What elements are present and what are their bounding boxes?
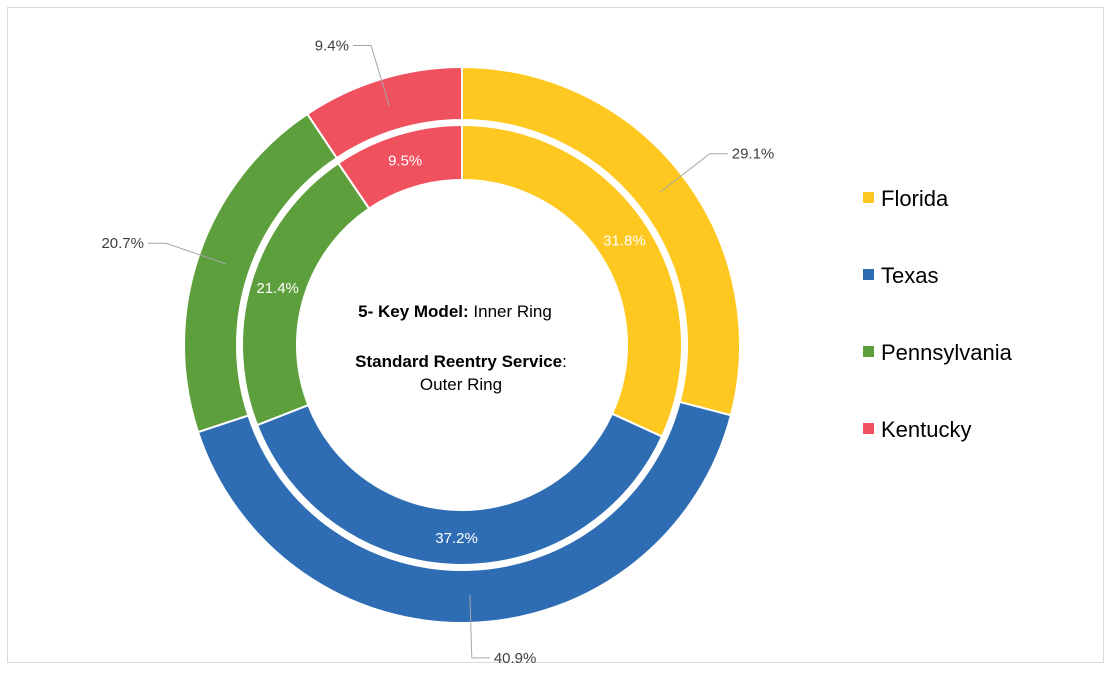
outer-label-pennsylvania: 20.7% xyxy=(101,235,144,252)
legend-label-pennsylvania: Pennsylvania xyxy=(881,340,1013,365)
legend-label-texas: Texas xyxy=(881,263,938,288)
legend-swatch-pennsylvania xyxy=(863,346,874,357)
legend-label-florida: Florida xyxy=(881,186,949,211)
center-line-1-rest: Inner Ring xyxy=(469,302,552,321)
inner-label-pennsylvania: 21.4% xyxy=(256,280,299,297)
center-line-1: 5- Key Model: Inner Ring xyxy=(358,302,552,321)
legend: Florida Texas Pennsylvania Kentucky xyxy=(863,186,1013,442)
outer-label-kentucky: 9.4% xyxy=(315,38,349,55)
legend-swatch-texas xyxy=(863,269,874,280)
leader-line-kentucky xyxy=(352,45,390,106)
center-line-2-bold: Standard Reentry Service xyxy=(355,352,562,371)
leader-line-texas xyxy=(469,594,490,659)
legend-swatch-kentucky xyxy=(863,423,874,434)
legend-swatch-florida xyxy=(863,192,874,203)
inner-slice-kentucky xyxy=(336,123,463,210)
center-line-2: Standard Reentry Service: xyxy=(355,352,567,371)
outer-label-texas: 40.9% xyxy=(494,650,537,667)
leader-line-florida xyxy=(659,153,728,193)
legend-label-kentucky: Kentucky xyxy=(881,417,972,442)
center-line-1-bold: 5- Key Model: xyxy=(358,302,469,321)
inner-label-florida: 31.8% xyxy=(603,233,646,250)
inner-label-texas: 37.2% xyxy=(435,530,478,547)
outer-slice-kentucky xyxy=(305,65,463,160)
outer-label-florida: 29.1% xyxy=(732,146,775,163)
leader-line-pennsylvania xyxy=(148,242,226,265)
center-line-2-rest: : xyxy=(562,352,567,371)
inner-label-kentucky: 9.5% xyxy=(388,153,422,170)
inner-slice-texas xyxy=(255,403,664,566)
inner-slice-florida xyxy=(461,123,683,438)
center-line-3: Outer Ring xyxy=(420,375,502,394)
outer-slice-texas xyxy=(196,400,733,624)
